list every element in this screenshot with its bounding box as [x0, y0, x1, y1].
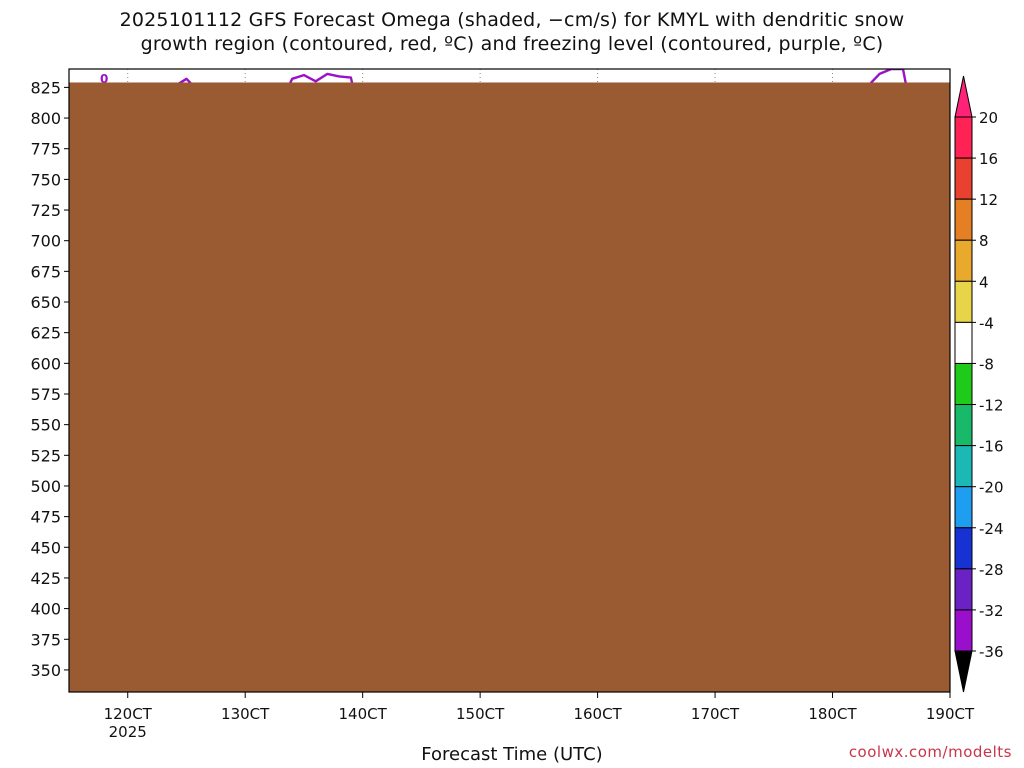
colorbar-segment	[954, 321, 973, 364]
y-tick-label: 625	[30, 324, 61, 343]
colorbar-segment	[954, 404, 973, 447]
y-tick-label: 425	[30, 569, 61, 588]
colorbar-label: -24	[979, 520, 1004, 538]
colorbar-label: -8	[979, 355, 994, 373]
y-tick-label: 450	[30, 538, 61, 557]
x-tick-sublabel: 2025	[109, 723, 147, 741]
colorbar-label: 12	[979, 191, 998, 209]
colorbar-label: 16	[979, 150, 998, 168]
y-tick-label: 350	[30, 661, 61, 680]
y-tick-label: 825	[30, 78, 61, 97]
y-tick-label: 800	[30, 109, 61, 128]
colorbar-label: -28	[979, 561, 1004, 579]
y-tick-label: 375	[30, 630, 61, 649]
colorbar-label: -4	[979, 314, 994, 332]
colorbar-label: 4	[979, 273, 989, 291]
colorbar-label: -36	[979, 643, 1004, 661]
axes: 350 375 400 425 450 475 500 525 550 575 600 625 650 6…	[30, 68, 975, 741]
chart-title-line-1: 2025101112 GFS Forecast Omega (shaded, −…	[119, 9, 905, 31]
y-tick-label: 400	[30, 600, 61, 619]
colorbar-label: 8	[979, 232, 989, 250]
y-tick-label: 700	[30, 232, 61, 251]
y-tick-label: 675	[30, 262, 61, 281]
x-tick-label: 140CT	[339, 705, 388, 723]
y-tick-label: 475	[30, 508, 61, 527]
colorbar-label: -12	[979, 397, 1004, 415]
y-tick-label: 525	[30, 446, 61, 465]
x-tick-label: 170CT	[691, 705, 740, 723]
colorbar-segment	[954, 568, 973, 611]
source-credit: coolwx.com/modelts	[848, 743, 1012, 761]
x-tick-label: 160CT	[573, 705, 622, 723]
y-tick-label: 575	[30, 385, 61, 404]
colorbar-label: -16	[979, 438, 1004, 456]
y-tick-label: 775	[30, 140, 61, 159]
y-tick-label: 600	[30, 354, 61, 373]
x-tick-label: 180CT	[808, 705, 857, 723]
colorbar-top-triangle	[954, 75, 973, 118]
y-tick-label: 750	[30, 170, 61, 189]
colorbar: 20 16 12 8 4 -4 -8 -12 -16 -20 -24 -28 -32 -36	[954, 75, 1004, 693]
colorbar-segment	[954, 486, 973, 529]
y-tick-label: 725	[30, 201, 61, 220]
colorbar-label: -20	[979, 479, 1004, 497]
colorbar-segment	[954, 527, 973, 570]
freezing-level-label: 0	[100, 72, 108, 86]
x-tick-label: 150CT	[456, 705, 505, 723]
plot-frame	[68, 68, 951, 693]
colorbar-segment	[954, 280, 973, 323]
colorbar-label: -32	[979, 602, 1004, 620]
colorbar-segment	[954, 116, 973, 159]
colorbar-segment	[954, 362, 973, 406]
colorbar-label: 20	[979, 109, 998, 127]
ground-strip	[69, 82, 950, 692]
x-tick-label: 190CT	[926, 705, 975, 723]
colorbar-segment	[954, 609, 973, 652]
colorbar-bottom-triangle	[954, 650, 973, 693]
x-tick-label: 130CT	[221, 705, 270, 723]
colorbar-segment	[954, 198, 973, 241]
x-axis-label: Forecast Time (UTC)	[421, 744, 603, 765]
colorbar-segment	[954, 239, 973, 282]
colorbar-segment	[954, 157, 973, 200]
x-tick-label: 120CT	[104, 705, 153, 723]
y-tick-label: 650	[30, 293, 61, 312]
colorbar-segment	[954, 445, 973, 488]
y-tick-label: 550	[30, 416, 61, 435]
y-tick-label: 500	[30, 477, 61, 496]
chart-title-line-2: growth region (contoured, red, ºC) and f…	[140, 33, 884, 55]
